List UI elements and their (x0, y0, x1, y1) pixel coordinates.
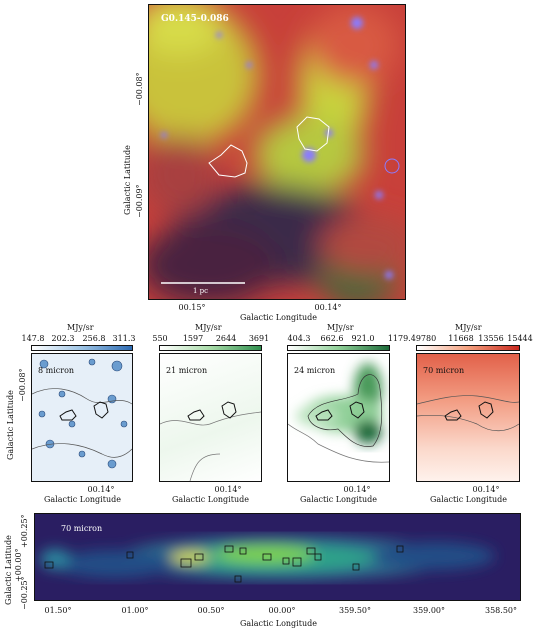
cb3-tick-4: 1179.49780 (387, 334, 437, 343)
small2-xtick: 00.14° (214, 485, 242, 494)
cb2-tick-4: 3691 (248, 334, 270, 343)
bottom-ylabel: Galactic Latitude (4, 535, 13, 605)
bottom-xtick-1: 01.50° (44, 606, 72, 615)
unit-label-1: MJy/sr (67, 323, 94, 332)
unit-label-3: MJy/sr (327, 323, 354, 332)
small3-xtick: 00.14° (343, 485, 371, 494)
colorbar-24-micron (287, 345, 390, 351)
small4-xlabel: Galactic Longitude (430, 495, 507, 504)
bottom-70-micron-strip: 70 micron (34, 513, 521, 601)
cb2-tick-1: 550 (152, 334, 168, 343)
cb1-tick-1: 147.8 (21, 334, 45, 343)
unit-label-4: MJy/sr (455, 323, 482, 332)
source-label: G0.145-0.086 (161, 14, 229, 24)
cb3-tick-3: 921.0 (351, 334, 375, 343)
top-xtick-2: 00.14° (314, 303, 342, 312)
bottom-ytick-1: +00.25° (20, 514, 29, 548)
panel-label-24-micron: 24 micron (294, 366, 336, 375)
bottom-xtick-4: 00.00° (268, 606, 296, 615)
contour-east (208, 144, 248, 178)
panel-label-8-micron: 8 micron (38, 366, 75, 375)
panel-24-micron: 24 micron (287, 353, 390, 482)
cb3-tick-1: 404.3 (287, 334, 311, 343)
cb1-tick-4: 311.3 (112, 334, 136, 343)
top-ylabel: Galactic Latitude (123, 145, 132, 215)
panel-21-micron: 21 micron (159, 353, 262, 482)
panel-8-micron: 8 micron (31, 353, 133, 482)
small2-xlabel: Galactic Longitude (172, 495, 249, 504)
bottom-xtick-2: 01.00° (121, 606, 149, 615)
small3-xlabel: Galactic Longitude (300, 495, 377, 504)
contour-west (296, 116, 330, 152)
top-ytick-2: −00.09° (135, 184, 144, 218)
unit-label-2: MJy/sr (195, 323, 222, 332)
panel-label-21-micron: 21 micron (166, 366, 208, 375)
colorbar-8-micron (31, 345, 133, 351)
colorbar-70-micron (416, 345, 520, 351)
cb4-tick-2: 13556 (478, 334, 504, 343)
small4-xtick: 00.14° (472, 485, 500, 494)
scale-bar-label: 1 pc (193, 287, 209, 295)
bottom-panel-label: 70 micron (61, 524, 103, 533)
top-xtick-1: 00.15° (178, 303, 206, 312)
cb2-tick-2: 1597 (182, 334, 204, 343)
colorbar-21-micron (159, 345, 262, 351)
small-ylabel: Galactic Latitude (6, 390, 15, 460)
cb3-tick-2: 662.6 (320, 334, 344, 343)
beam-circle (384, 158, 400, 174)
cb1-tick-2: 202.3 (51, 334, 75, 343)
panel-70-micron: 70 micron (416, 353, 520, 482)
bottom-xlabel: Galactic Longitude (240, 619, 317, 628)
small1-xtick: 00.14° (87, 485, 115, 494)
cb4-tick-1: 11668 (448, 334, 474, 343)
cb1-tick-3: 256.8 (82, 334, 106, 343)
top-xlabel: Galactic Longitude (240, 313, 317, 322)
bottom-xtick-3: 00.50° (197, 606, 225, 615)
small1-xlabel: Galactic Longitude (44, 495, 121, 504)
bottom-ytick-3: −00.25° (20, 576, 29, 610)
panel-label-70-micron: 70 micron (423, 366, 465, 375)
bottom-xtick-6: 359.00° (413, 606, 445, 615)
top-rgb-image: G0.145-0.086 1 pc (148, 4, 406, 300)
small-ytick: −00.08° (18, 368, 27, 402)
cb4-tick-3: 15444 (507, 334, 533, 343)
bottom-xtick-5: 359.50° (339, 606, 371, 615)
cb2-tick-3: 2644 (215, 334, 237, 343)
top-ytick-1: −00.08° (135, 72, 144, 106)
bottom-xtick-7: 358.50° (485, 606, 517, 615)
